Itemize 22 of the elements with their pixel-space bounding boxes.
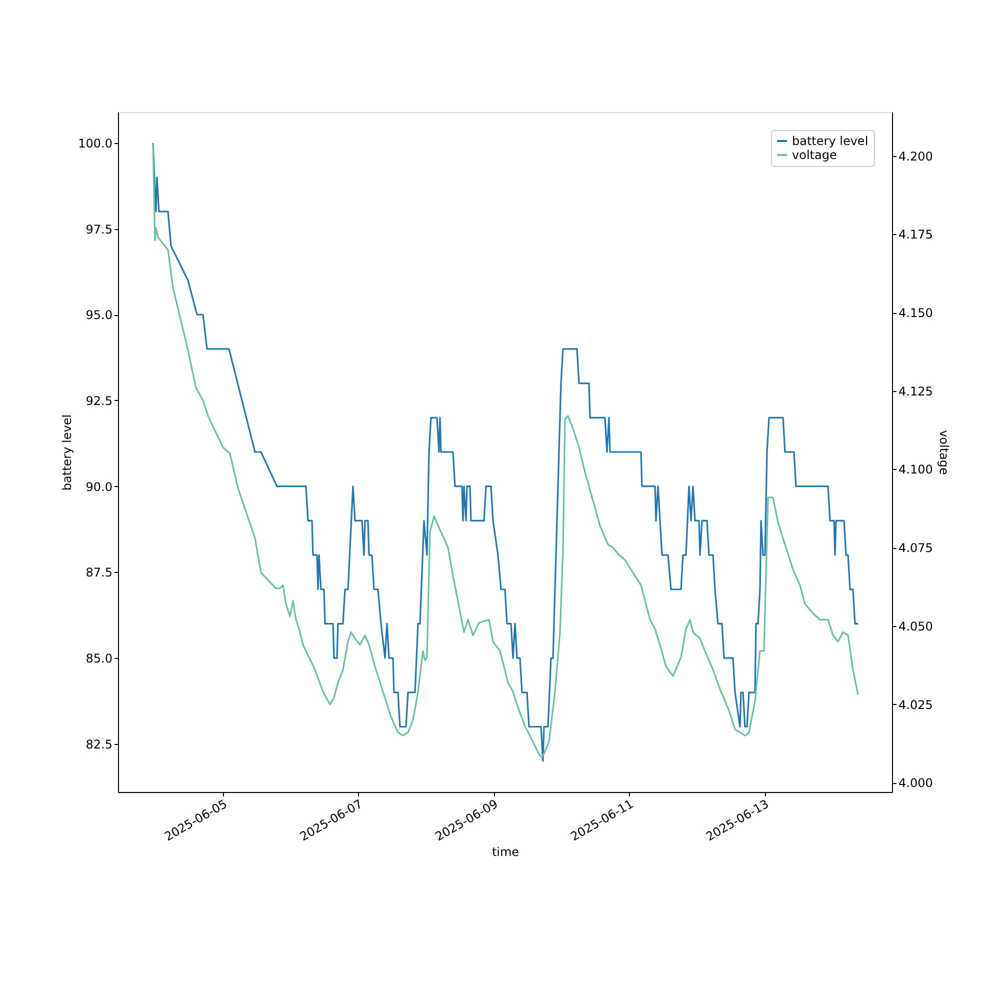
y2-tick-label: 4.200 [898,149,933,164]
y-tick-label: 87.5 [86,566,112,580]
y-axis-title: battery level [60,414,74,491]
y-tick-label: 97.5 [86,222,112,236]
y2-tick-label: 4.050 [898,619,933,634]
y2-tick-label: 4.150 [898,306,933,320]
y2-tick-label: 4.125 [898,384,933,398]
y-tick-label: 92.5 [86,394,112,408]
y2-tick-label: 4.175 [898,228,933,242]
y-tick-label: 100.0 [78,136,112,150]
legend-label: battery level [792,134,868,148]
y-tick-label: 95.0 [86,308,112,322]
y-tick-label: 90.0 [86,480,112,494]
x-axis-title: time [492,844,520,859]
y2-tick-label: 4.000 [898,776,933,790]
y-tick-label: 85.0 [86,652,112,666]
y2-axis-title: voltage [936,430,951,475]
legend-label: voltage [792,148,837,162]
y-tick-label: 82.5 [86,737,112,752]
y2-tick-label: 4.100 [898,462,933,477]
y2-tick-label: 4.025 [898,698,933,712]
y2-tick-label: 4.075 [898,541,933,556]
